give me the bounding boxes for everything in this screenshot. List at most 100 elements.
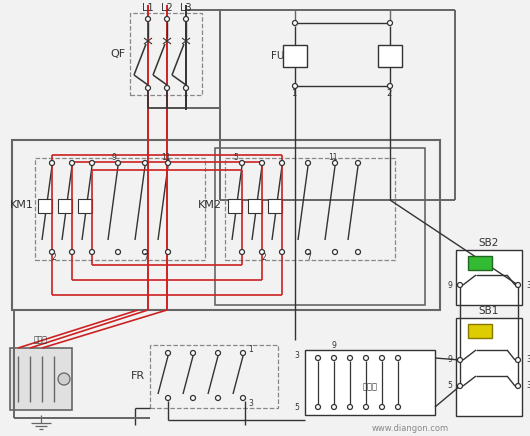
- Circle shape: [116, 160, 120, 166]
- Text: 2: 2: [386, 89, 391, 98]
- Text: KM1: KM1: [10, 200, 34, 210]
- Bar: [268, 200, 282, 214]
- Text: 7: 7: [306, 253, 311, 262]
- Text: 11: 11: [161, 153, 171, 163]
- Circle shape: [240, 160, 244, 166]
- Circle shape: [260, 160, 264, 166]
- Circle shape: [90, 160, 94, 166]
- Circle shape: [293, 20, 297, 25]
- Circle shape: [240, 249, 244, 255]
- Circle shape: [279, 249, 285, 255]
- Circle shape: [332, 249, 338, 255]
- Bar: [225, 158, 395, 260]
- Circle shape: [348, 405, 352, 409]
- Circle shape: [241, 395, 245, 401]
- Circle shape: [164, 17, 170, 21]
- Bar: [150, 345, 278, 408]
- Circle shape: [116, 249, 120, 255]
- Circle shape: [183, 85, 189, 91]
- Circle shape: [216, 395, 220, 401]
- Text: 2: 2: [51, 253, 56, 262]
- Bar: [12, 140, 440, 310]
- Circle shape: [165, 395, 171, 401]
- Circle shape: [216, 351, 220, 355]
- Bar: [305, 350, 435, 415]
- Text: 5: 5: [294, 402, 299, 412]
- Bar: [58, 200, 72, 214]
- Text: SB2: SB2: [479, 238, 499, 248]
- Bar: [130, 13, 202, 95]
- Circle shape: [49, 249, 55, 255]
- Circle shape: [165, 351, 171, 355]
- Bar: [78, 200, 92, 214]
- Circle shape: [241, 351, 245, 355]
- Circle shape: [516, 384, 520, 388]
- Circle shape: [164, 85, 170, 91]
- Circle shape: [315, 355, 321, 361]
- Circle shape: [356, 160, 360, 166]
- Bar: [378, 45, 402, 67]
- Bar: [10, 348, 72, 410]
- Text: L3: L3: [180, 3, 192, 13]
- Bar: [215, 148, 425, 305]
- Circle shape: [90, 249, 94, 255]
- Circle shape: [183, 17, 189, 21]
- Circle shape: [348, 355, 352, 361]
- Circle shape: [379, 405, 384, 409]
- Circle shape: [190, 351, 196, 355]
- Circle shape: [146, 85, 151, 91]
- Circle shape: [146, 17, 151, 21]
- Text: 9: 9: [447, 280, 452, 290]
- Bar: [468, 324, 492, 338]
- Circle shape: [387, 20, 393, 25]
- Circle shape: [379, 355, 384, 361]
- Circle shape: [69, 249, 75, 255]
- Text: FR: FR: [131, 371, 145, 381]
- Circle shape: [49, 160, 55, 166]
- Circle shape: [395, 405, 401, 409]
- Circle shape: [387, 84, 393, 89]
- Bar: [456, 250, 522, 305]
- Circle shape: [516, 358, 520, 362]
- Circle shape: [190, 395, 196, 401]
- Text: 端子排: 端子排: [363, 382, 377, 392]
- Text: 11: 11: [328, 153, 338, 163]
- Bar: [248, 200, 262, 214]
- Circle shape: [457, 358, 463, 362]
- Bar: [228, 200, 242, 214]
- Text: 7: 7: [143, 253, 148, 262]
- Text: L2: L2: [161, 3, 173, 13]
- Circle shape: [143, 160, 147, 166]
- Text: SB1: SB1: [479, 306, 499, 316]
- Circle shape: [260, 249, 264, 255]
- Circle shape: [305, 160, 311, 166]
- Bar: [35, 158, 205, 260]
- Text: 5: 5: [447, 382, 452, 391]
- Bar: [283, 45, 307, 67]
- Text: 电动机: 电动机: [34, 335, 48, 344]
- Circle shape: [69, 160, 75, 166]
- Text: www.diangon.com: www.diangon.com: [372, 423, 448, 433]
- Circle shape: [516, 283, 520, 287]
- Circle shape: [305, 249, 311, 255]
- Circle shape: [457, 283, 463, 287]
- Circle shape: [165, 160, 171, 166]
- Text: KM2: KM2: [198, 200, 222, 210]
- Bar: [468, 256, 492, 270]
- Text: 5: 5: [233, 153, 238, 163]
- Circle shape: [332, 160, 338, 166]
- Text: 3: 3: [248, 399, 253, 409]
- Text: 1: 1: [248, 344, 253, 354]
- Text: FU: FU: [271, 51, 285, 61]
- Circle shape: [143, 249, 147, 255]
- Circle shape: [364, 355, 368, 361]
- Circle shape: [58, 373, 70, 385]
- Bar: [38, 200, 52, 214]
- Text: 3: 3: [526, 280, 530, 290]
- Text: 2: 2: [262, 253, 267, 262]
- Text: 9: 9: [111, 153, 116, 163]
- Circle shape: [315, 405, 321, 409]
- Circle shape: [356, 249, 360, 255]
- Circle shape: [331, 355, 337, 361]
- Circle shape: [165, 249, 171, 255]
